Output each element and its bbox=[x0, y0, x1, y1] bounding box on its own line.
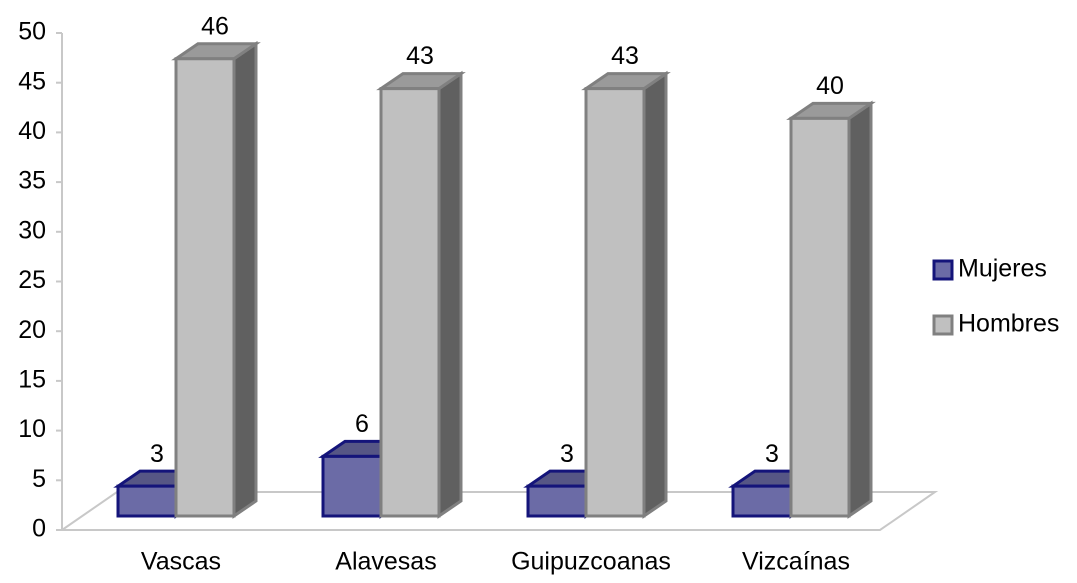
value-label: 3 bbox=[150, 440, 164, 468]
bar bbox=[171, 40, 261, 519]
value-label: 3 bbox=[560, 440, 574, 468]
bar-face bbox=[116, 484, 178, 518]
y-tick-label: 5 bbox=[32, 465, 46, 493]
bar-face bbox=[437, 70, 463, 519]
y-tick-label: 20 bbox=[18, 316, 46, 344]
legend-label: Hombres bbox=[958, 310, 1059, 338]
y-tick-label: 25 bbox=[18, 266, 46, 294]
y-tick-label: 10 bbox=[18, 415, 46, 443]
bar bbox=[376, 70, 466, 519]
bar-face bbox=[731, 484, 793, 518]
value-label: 43 bbox=[611, 42, 639, 70]
bar-face bbox=[526, 484, 588, 518]
bar-face bbox=[232, 40, 258, 519]
y-tick-label: 45 bbox=[18, 67, 46, 95]
value-label: 40 bbox=[816, 72, 844, 100]
value-label: 6 bbox=[355, 410, 369, 438]
y-tick-label: 40 bbox=[18, 117, 46, 145]
legend-swatch bbox=[932, 314, 954, 336]
value-label: 43 bbox=[406, 42, 434, 70]
bar-face bbox=[379, 87, 441, 518]
y-tick-label: 35 bbox=[18, 167, 46, 195]
bar-face bbox=[642, 70, 668, 519]
y-tick-label: 0 bbox=[32, 515, 46, 543]
y-tick-label: 30 bbox=[18, 216, 46, 244]
bar-face bbox=[789, 116, 851, 518]
legend-label: Mujeres bbox=[958, 255, 1047, 283]
x-tick-label: Guipuzcoanas bbox=[511, 548, 671, 576]
value-label: 3 bbox=[765, 440, 779, 468]
x-tick-label: Vizcaínas bbox=[742, 548, 850, 576]
bar-face bbox=[321, 454, 383, 518]
bar-face bbox=[174, 57, 236, 518]
x-tick-label: Alavesas bbox=[335, 548, 436, 576]
legend-swatch bbox=[932, 259, 954, 281]
y-tick-label: 50 bbox=[18, 18, 46, 46]
value-label: 46 bbox=[201, 12, 229, 40]
bar-face bbox=[847, 100, 873, 519]
bar-face bbox=[584, 87, 646, 518]
floor bbox=[58, 491, 939, 531]
bar bbox=[581, 70, 671, 519]
y-tick-label: 15 bbox=[18, 366, 46, 394]
bar bbox=[786, 100, 876, 519]
x-tick-label: Vascas bbox=[141, 548, 221, 576]
